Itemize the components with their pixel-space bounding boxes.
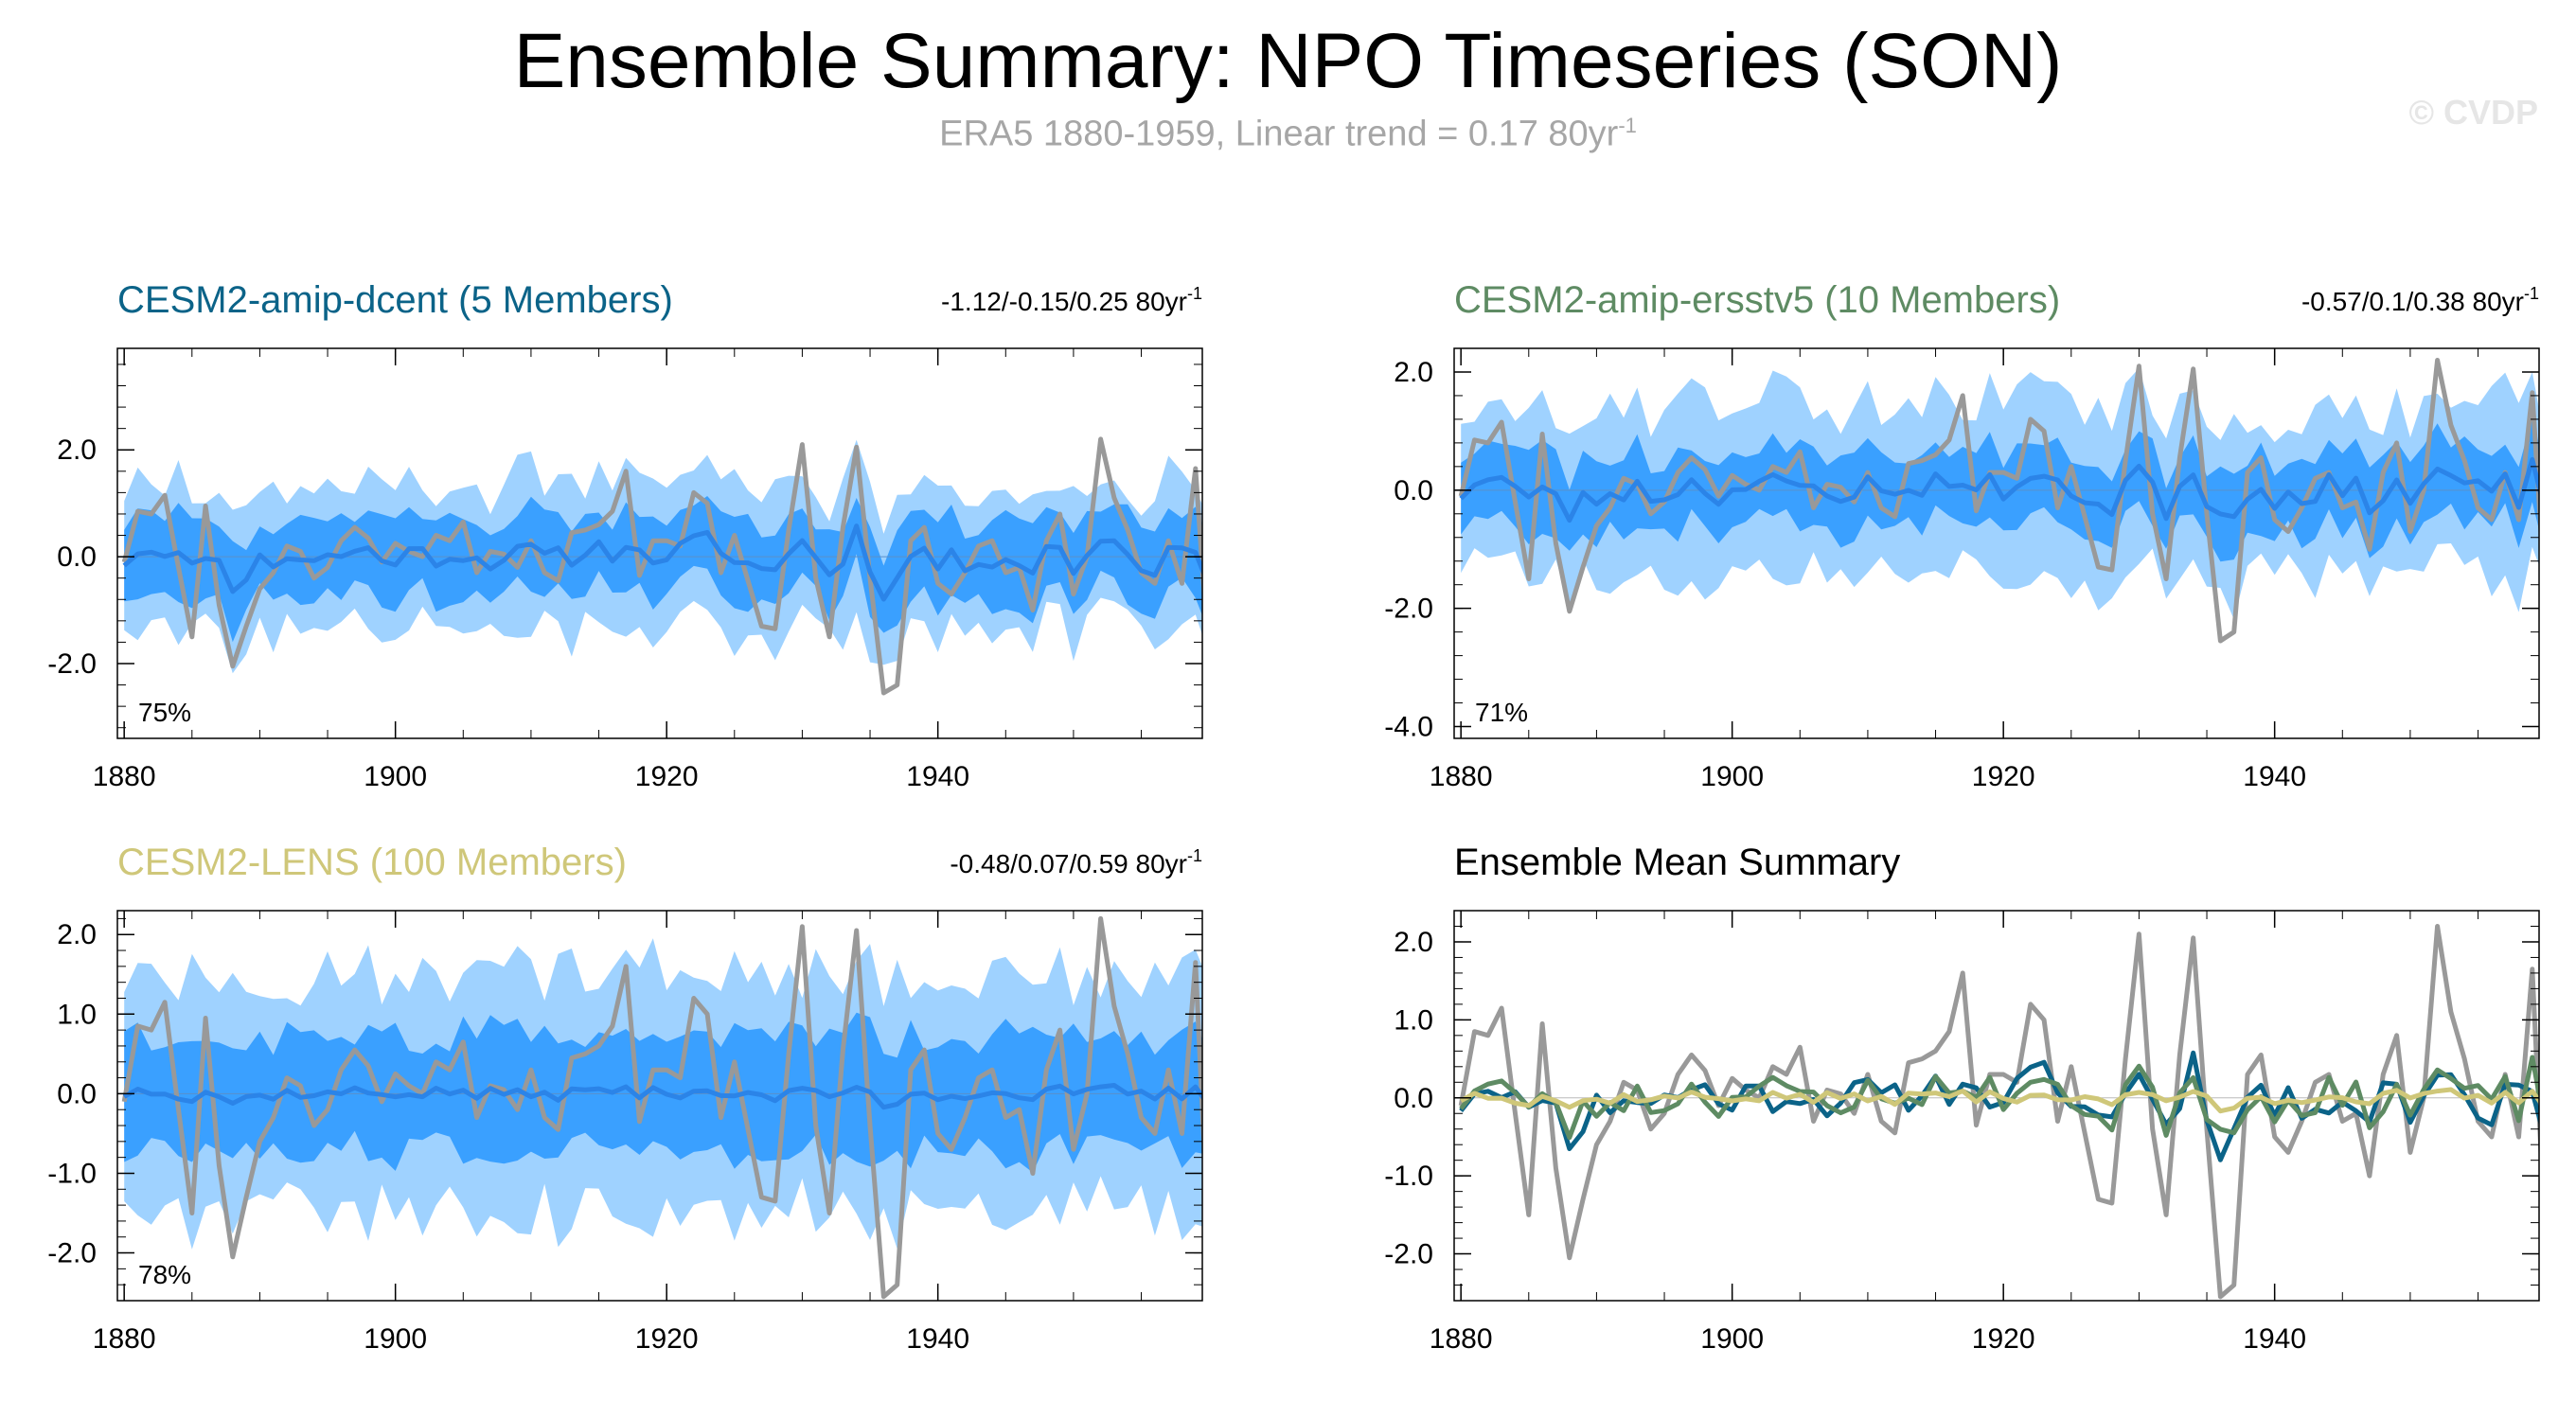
x-tick-label: 1900: [364, 1323, 427, 1355]
figure-title: Ensemble Summary: NPO Timeseries (SON): [513, 18, 2063, 104]
figure-subtitle: ERA5 1880-1959, Linear trend = 0.17 80yr…: [0, 114, 2576, 155]
x-tick-label: 1880: [1430, 1323, 1493, 1355]
spread-inner-band: [124, 496, 1202, 643]
ensemble-mean-line: [122, 523, 1202, 602]
plot-area-dcent: [117, 436, 1202, 696]
plot-frame: [1453, 910, 2540, 1302]
y-tick-label: -1.0: [1384, 1161, 1433, 1192]
x-tick-label: 1940: [2243, 1323, 2306, 1355]
y-tick-label: -2.0: [1384, 594, 1433, 625]
y-tick-label: 0.0: [57, 541, 97, 573]
y-tick-label: 0.0: [1394, 475, 1433, 506]
subtitle-text: ERA5 1880-1959, Linear trend = 0.17 80yr: [939, 114, 1619, 154]
y-tick-label: 2.0: [1394, 927, 1433, 958]
y-tick-label: -2.0: [1384, 1239, 1433, 1270]
plot-area-ersstv5: [1454, 358, 2539, 644]
x-tick-label: 1880: [1430, 761, 1493, 792]
y-tick-label: -4.0: [1384, 712, 1433, 743]
x-tick-label: 1940: [906, 761, 969, 792]
y-tick-label: 0.0: [1394, 1083, 1433, 1114]
ensemble-mean-line: [122, 1083, 1202, 1110]
x-tick-label: 1920: [1972, 761, 2035, 792]
percent-label: 78%: [138, 1260, 191, 1289]
y-tick-label: 2.0: [57, 434, 97, 466]
plot-frame: [116, 347, 1203, 739]
panel-title: Ensemble Mean Summary: [1454, 842, 1900, 883]
y-tick-label: 1.0: [1394, 1004, 1433, 1036]
x-tick-label: 1900: [1700, 1323, 1764, 1355]
series-line-CESM2-LENS: [1460, 1087, 2539, 1114]
ensemble-mean-line: [1459, 456, 2539, 523]
percent-label: 75%: [138, 698, 191, 727]
y-tick-label: 2.0: [57, 919, 97, 950]
panel-lens: -2.0 -1.0 0.0 1.0 2.0 1880 1900 1920 1940 CESM2-L…: [47, 842, 1203, 1355]
trend-text: -1.12/-0.15/0.25 80yr-1: [941, 284, 1202, 316]
panel-dcent: -2.0 0.0 2.0 1880 1900 1920 1940 CESM2-amip-dce…: [47, 279, 1203, 792]
x-tick-label: 1920: [635, 1323, 699, 1355]
x-tick-label: 1920: [635, 761, 699, 792]
panel-title: CESM2-amip-dcent (5 Members): [117, 279, 673, 321]
x-tick-label: 1900: [1700, 761, 1764, 792]
x-tick-label: 1880: [93, 1323, 156, 1355]
plot-area-lens: [117, 915, 1202, 1300]
y-tick-label: 1.0: [57, 999, 97, 1030]
series-line-CESM2-amip-ersstv5: [1459, 1055, 2539, 1141]
y-tick-label: -1.0: [47, 1158, 97, 1189]
trend-text: -0.48/0.07/0.59 80yr-1: [950, 846, 1202, 878]
y-tick-label: 2.0: [1394, 357, 1433, 388]
panel-ersstv5: -4.0 -2.0 0.0 2.0 1880 1900 1920 1940 CESM2-amip…: [1384, 279, 2540, 792]
x-tick-label: 1900: [364, 761, 427, 792]
y-tick-label: -2.0: [47, 1238, 97, 1269]
copyright-watermark: © CVDP: [2408, 93, 2538, 132]
panel-title: CESM2-amip-ersstv5 (10 Members): [1454, 279, 2060, 321]
x-tick-label: 1880: [93, 761, 156, 792]
x-tick-label: 1940: [2243, 761, 2306, 792]
percent-label: 71%: [1475, 698, 1528, 727]
plot-frame: [116, 910, 1203, 1302]
panel-summary: -2.0 -1.0 0.0 1.0 2.0 1880 1900 1920 1940 Ensembl…: [1384, 842, 2540, 1355]
y-tick-label: 0.0: [57, 1078, 97, 1109]
trend-text: -0.57/0.1/0.38 80yr-1: [2301, 284, 2539, 316]
plot-area-summary: [1454, 924, 2539, 1300]
subtitle-superscript: -1: [1618, 114, 1637, 137]
obs-line: [1458, 358, 2539, 644]
plot-frame: [1453, 347, 2540, 739]
panel-title: CESM2-LENS (100 Members): [117, 842, 627, 883]
y-tick-label: -2.0: [47, 648, 97, 680]
x-tick-label: 1940: [906, 1323, 969, 1355]
x-tick-label: 1920: [1972, 1323, 2035, 1355]
